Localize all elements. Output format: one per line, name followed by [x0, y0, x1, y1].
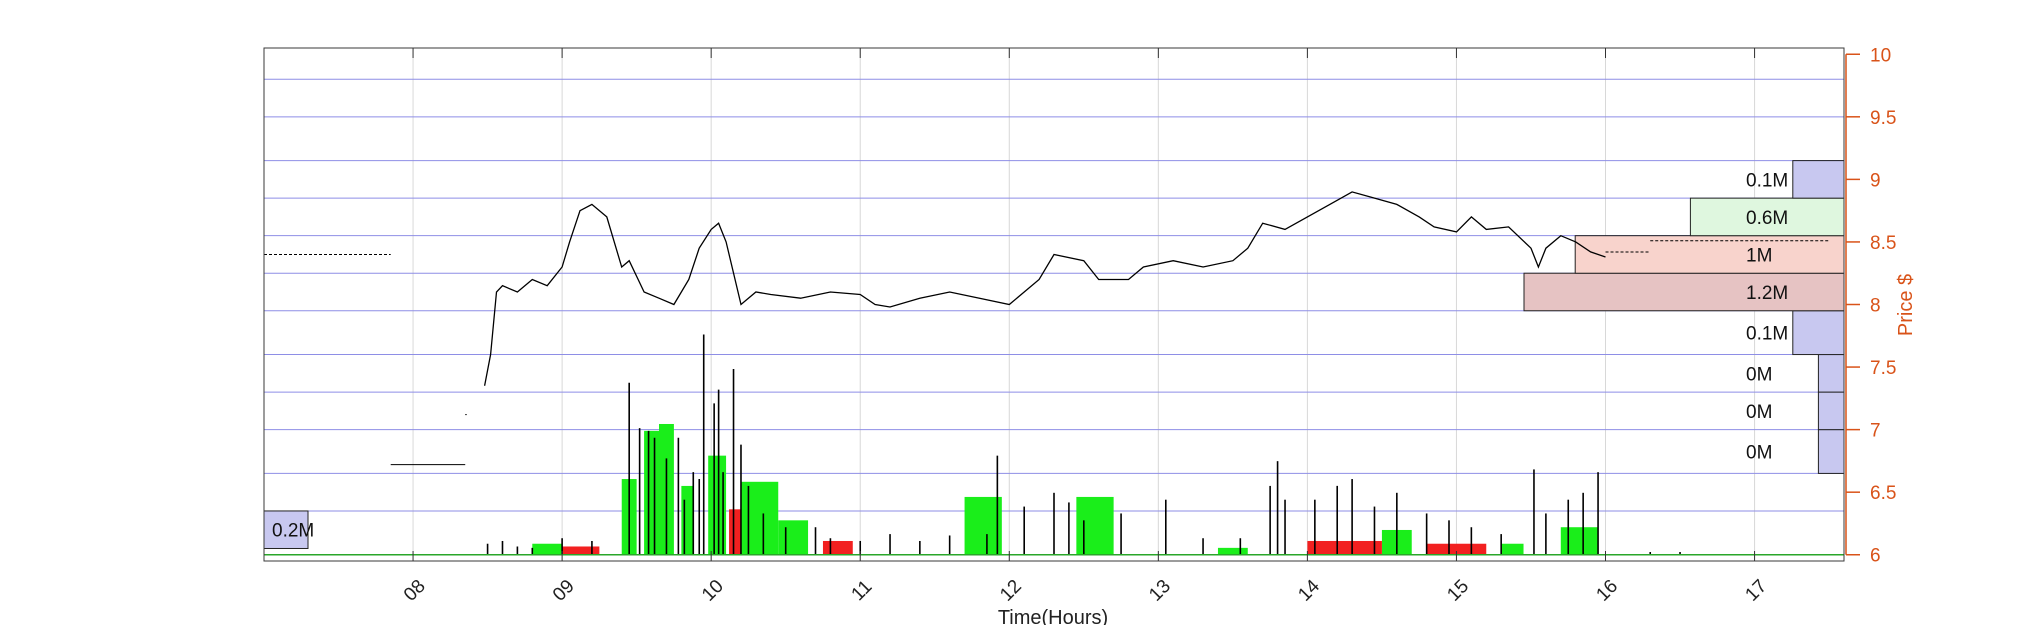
- price-tick-label: 9: [1870, 170, 1881, 191]
- y-axis-title: Price $: [1895, 274, 1917, 336]
- price-tick-label: 8: [1870, 296, 1881, 317]
- volume-profile-label: 0M: [1746, 364, 1772, 385]
- x-tick-label: 12: [996, 576, 1026, 606]
- x-tick-label: 15: [1443, 576, 1473, 606]
- volume-profile-label: 0M: [1746, 443, 1772, 464]
- volume-profile-bin: [1817, 354, 1845, 393]
- buy-volume-bar: [644, 430, 659, 555]
- volume-profile-bin: [1817, 429, 1845, 474]
- buy-volume-bar: [1217, 547, 1248, 555]
- sell-volume-bar: [1307, 540, 1382, 555]
- buy-volume-bar: [740, 481, 779, 555]
- volume-profile-label: 0.1M: [1746, 170, 1788, 191]
- x-tick-label: 08: [400, 576, 430, 606]
- volume-bars: [264, 334, 1844, 556]
- volume-profile-bin: [1817, 391, 1845, 431]
- volume-profile-bin: [1792, 310, 1845, 356]
- sell-volume-bar: [1426, 543, 1487, 555]
- sell-volume-bar: [562, 546, 600, 555]
- volume-profile-label: 1.2M: [1746, 283, 1788, 304]
- price-tick-label: 6.5: [1870, 483, 1896, 504]
- volume-profile-label: 0.1M: [1746, 324, 1788, 345]
- x-tick-label: 13: [1145, 576, 1175, 606]
- sell-volume-bar: [729, 509, 741, 555]
- price-tick-label: 10: [1870, 45, 1891, 66]
- buy-volume-bar: [964, 496, 1002, 555]
- volume-profile: 0M 0M 0M 0.1M 1.2M 1M 0.6M 0.1M 0.2M: [263, 160, 1845, 549]
- price-tick-label: 8.5: [1870, 233, 1896, 254]
- volume-profile-bin: [1689, 197, 1845, 237]
- buy-volume-bar: [532, 543, 563, 555]
- buy-volume-bar: [1560, 527, 1599, 555]
- x-tick-label: 11: [848, 576, 877, 605]
- volume-profile-label: 0.6M: [1746, 208, 1788, 229]
- x-tick-label: 16: [1592, 576, 1622, 606]
- price-tick-label: 9.5: [1870, 108, 1896, 129]
- price-line: [483, 191, 1606, 386]
- buy-volume-bar: [681, 485, 694, 555]
- price-tick-label: 7.5: [1870, 358, 1896, 379]
- price-series: [264, 191, 1830, 466]
- x-tick-label: 14: [1294, 576, 1324, 606]
- buy-volume-bar: [708, 455, 727, 555]
- sell-volume-bar: [822, 540, 853, 555]
- premarket-volume-label: 0.2M: [272, 521, 314, 542]
- volume-profile-bin: [1792, 160, 1845, 199]
- price-tick-label: 6: [1870, 546, 1881, 567]
- x-axis-title: Time(Hours): [998, 607, 1108, 625]
- price-tick-label: 7: [1870, 421, 1881, 442]
- volume-profile-label: 0M: [1746, 402, 1772, 423]
- buy-volume-bar: [778, 520, 809, 555]
- x-tick-label: 09: [549, 576, 579, 606]
- volume-profile-bin: [1574, 235, 1845, 274]
- buy-volume-bar: [1076, 496, 1114, 555]
- x-tick-label: 17: [1741, 576, 1771, 606]
- volume-profile-bin: [1523, 272, 1845, 312]
- plot-frame: [263, 47, 1845, 562]
- x-tick-label: 10: [698, 576, 728, 606]
- volume-profile-label: 1M: [1746, 245, 1772, 266]
- buy-volume-bar: [1501, 543, 1524, 555]
